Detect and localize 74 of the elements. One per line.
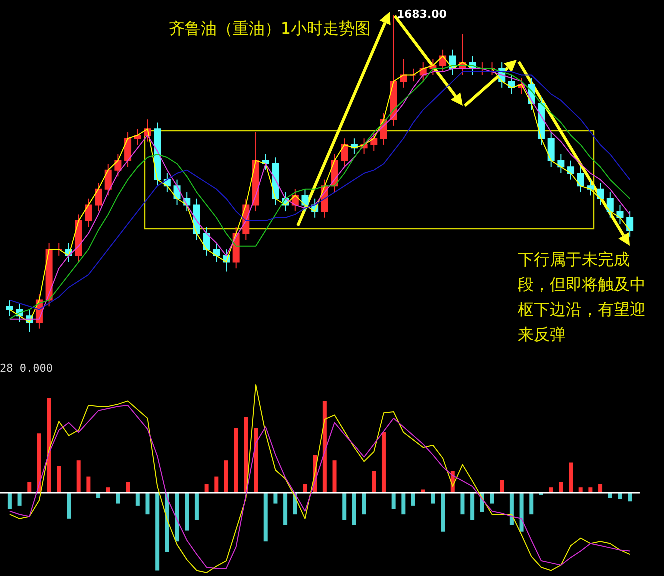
bar <box>500 480 504 493</box>
bar <box>362 492 366 515</box>
candlestick <box>577 166 584 194</box>
bar <box>86 476 91 493</box>
bar <box>322 401 327 493</box>
bar <box>460 492 465 515</box>
bar <box>431 492 436 504</box>
candlestick <box>6 300 14 317</box>
candlestick <box>302 188 309 212</box>
candlestick <box>616 204 624 225</box>
bar <box>372 471 376 493</box>
bar <box>284 492 288 526</box>
bar <box>412 492 416 506</box>
bar <box>520 492 524 532</box>
candlestick <box>213 242 220 263</box>
chart-title: 齐鲁油（重油）1小时走势图 <box>168 19 372 38</box>
bar <box>37 434 42 493</box>
bar <box>608 492 612 498</box>
candlestick <box>568 160 575 180</box>
candlestick <box>124 132 132 168</box>
candlestick <box>370 132 378 152</box>
bar <box>510 492 514 526</box>
bar <box>165 492 170 552</box>
bar <box>116 492 120 504</box>
bar <box>441 492 446 532</box>
candlestick <box>85 198 92 228</box>
bar <box>628 492 632 502</box>
candlestick <box>114 154 122 178</box>
annotation: 下行属于未完成段，但即将触及中枢下边沿，有望迎来反弹 <box>518 250 646 344</box>
bar <box>490 492 494 504</box>
text: 28 0.000 <box>0 362 53 375</box>
bar <box>126 482 130 493</box>
bar <box>136 492 140 506</box>
bar <box>569 462 573 493</box>
bar <box>254 428 258 493</box>
candlestick <box>104 163 112 196</box>
bar <box>57 466 62 493</box>
bar <box>47 398 52 493</box>
bar <box>352 492 356 526</box>
bar <box>185 492 190 531</box>
bar <box>194 492 199 520</box>
bar <box>332 460 337 493</box>
bar <box>175 492 180 542</box>
candlestick <box>587 179 594 196</box>
bar <box>530 492 534 515</box>
bar <box>402 492 406 515</box>
candlestick <box>203 226 210 256</box>
candlestick <box>341 138 348 168</box>
candlestick <box>606 192 614 218</box>
bar <box>156 492 160 571</box>
bar <box>264 492 268 542</box>
bar <box>559 482 564 493</box>
bar <box>18 492 22 506</box>
candlestick <box>626 211 634 238</box>
bar <box>618 492 622 500</box>
bar <box>382 432 386 493</box>
bar <box>96 492 101 498</box>
annotation: 1683.00 <box>396 8 448 21</box>
bar <box>76 460 81 493</box>
bar <box>392 492 396 510</box>
bar <box>224 460 228 493</box>
bar <box>214 476 219 493</box>
bar <box>342 492 347 520</box>
bar <box>470 492 475 520</box>
candlestick <box>548 132 555 168</box>
bar <box>234 428 238 493</box>
candlestick <box>95 182 102 212</box>
candlestick <box>597 182 604 206</box>
bar <box>28 482 32 493</box>
bar <box>67 492 71 519</box>
bar <box>8 492 12 510</box>
bar <box>146 492 150 515</box>
bar <box>274 492 278 504</box>
bar <box>244 417 248 493</box>
